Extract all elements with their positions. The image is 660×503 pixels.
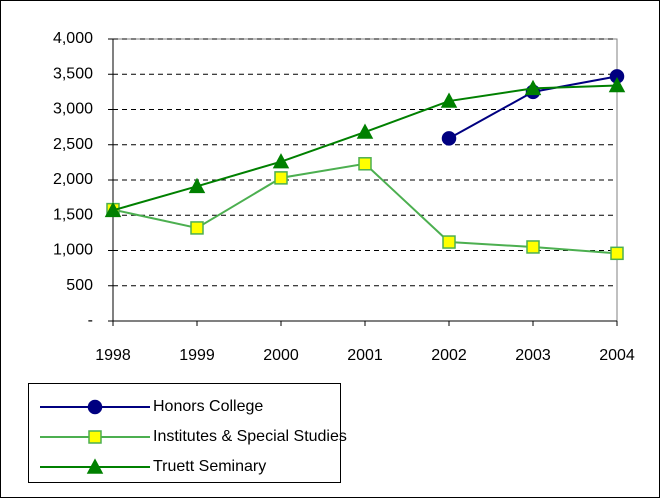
y-tick-label: 2,000	[53, 171, 93, 188]
marker	[526, 240, 540, 254]
marker	[87, 399, 103, 415]
marker	[608, 76, 626, 93]
y-tick-label: 1,000	[53, 242, 93, 259]
marker	[188, 177, 206, 194]
marker	[86, 458, 104, 474]
x-tick-label: 2002	[431, 347, 467, 364]
marker	[441, 131, 457, 146]
marker	[356, 123, 374, 139]
y-tick-label: -	[88, 312, 93, 329]
marker	[190, 221, 204, 235]
y-tick-label: 4,000	[53, 30, 93, 47]
x-tick-label: 2000	[263, 347, 299, 364]
x-tick-label: 2003	[515, 347, 551, 364]
x-tick-label: 1998	[95, 347, 131, 364]
y-tick-label: 2,500	[53, 136, 93, 153]
x-tick-label: 2004	[599, 347, 635, 364]
legend-label: Honors College	[153, 398, 263, 415]
legend-label: Institutes & Special Studies	[153, 428, 347, 445]
marker	[104, 201, 122, 218]
marker	[440, 92, 458, 108]
y-tick-label: 3,500	[53, 65, 93, 82]
marker	[272, 153, 290, 169]
y-tick-label: 3,000	[53, 101, 93, 118]
marker	[274, 171, 288, 185]
y-tick-label: 1,500	[53, 206, 93, 223]
x-tick-label: 1999	[179, 347, 215, 364]
marker	[524, 79, 542, 96]
y-tick-label: 500	[66, 277, 93, 294]
x-tick-label: 2001	[347, 347, 383, 364]
marker	[88, 430, 102, 444]
legend-label: Truett Seminary	[153, 458, 266, 475]
marker	[442, 235, 456, 249]
marker	[358, 157, 372, 171]
marker	[610, 246, 624, 261]
